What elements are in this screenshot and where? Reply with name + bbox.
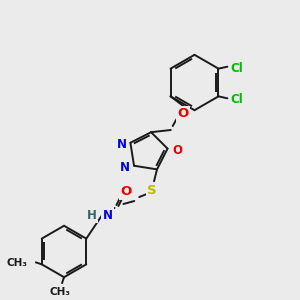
Text: O: O	[172, 144, 182, 157]
Text: O: O	[121, 185, 132, 198]
Text: CH₃: CH₃	[50, 287, 70, 297]
Text: Cl: Cl	[230, 93, 243, 106]
Text: H: H	[87, 209, 97, 222]
Text: O: O	[177, 107, 188, 120]
Text: Cl: Cl	[230, 62, 243, 75]
Text: N: N	[103, 209, 112, 222]
Text: S: S	[147, 184, 157, 197]
Text: N: N	[116, 138, 126, 151]
Text: CH₃: CH₃	[7, 258, 28, 268]
Text: N: N	[120, 161, 130, 174]
